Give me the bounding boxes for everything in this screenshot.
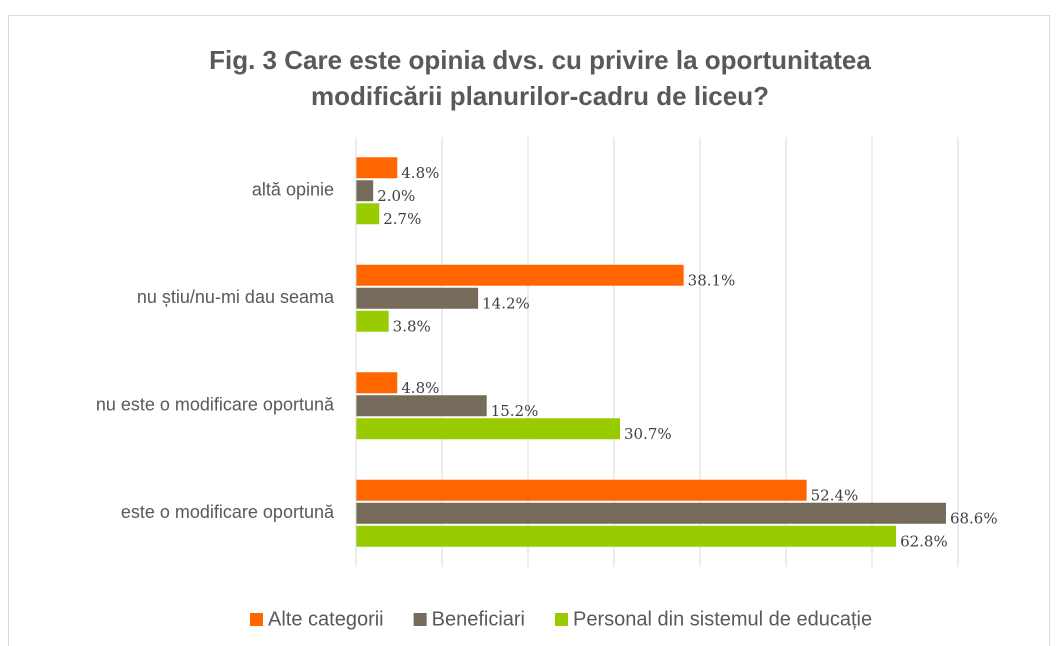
bar <box>356 418 621 440</box>
value-label: 62.8% <box>900 532 948 550</box>
bar <box>356 180 374 202</box>
bar <box>356 264 684 286</box>
bar <box>356 310 389 332</box>
value-label: 15.2% <box>491 402 539 420</box>
value-label: 30.7% <box>624 425 672 443</box>
value-label: 3.8% <box>393 317 431 335</box>
value-label: 4.8% <box>401 164 439 182</box>
value-label: 2.7% <box>383 210 421 228</box>
legend-swatch <box>555 613 569 626</box>
bar <box>356 525 897 547</box>
value-label: 2.0% <box>377 187 415 205</box>
legend-label: Alte categorii <box>268 608 384 630</box>
bar <box>356 395 487 417</box>
bar <box>356 157 398 179</box>
chart-frame <box>8 15 1050 646</box>
y-tick-label: nu știu/nu-mi dau seama <box>137 287 335 307</box>
bar <box>356 479 807 501</box>
legend-swatch <box>250 613 263 626</box>
chart-title: Fig. 3 Care este opinia dvs. cu privire … <box>209 45 871 75</box>
chart-title: modificării planurilor-cadru de liceu? <box>311 81 769 111</box>
bar <box>356 203 380 225</box>
bar <box>356 502 946 524</box>
value-label: 68.6% <box>950 509 998 527</box>
value-label: 52.4% <box>811 486 859 504</box>
y-tick-label: altă opinie <box>252 180 334 200</box>
legend-swatch <box>413 613 427 626</box>
legend-label: Beneficiari <box>432 608 525 630</box>
value-label: 14.2% <box>482 294 530 312</box>
value-label: 38.1% <box>688 271 736 289</box>
legend-label: Personal din sistemul de educație <box>573 608 872 630</box>
y-tick-label: nu este o modificare oportună <box>96 395 335 415</box>
bar <box>356 287 479 309</box>
y-tick-label: este o modificare oportună <box>121 502 335 522</box>
value-label: 4.8% <box>401 379 439 397</box>
bar <box>356 372 398 394</box>
